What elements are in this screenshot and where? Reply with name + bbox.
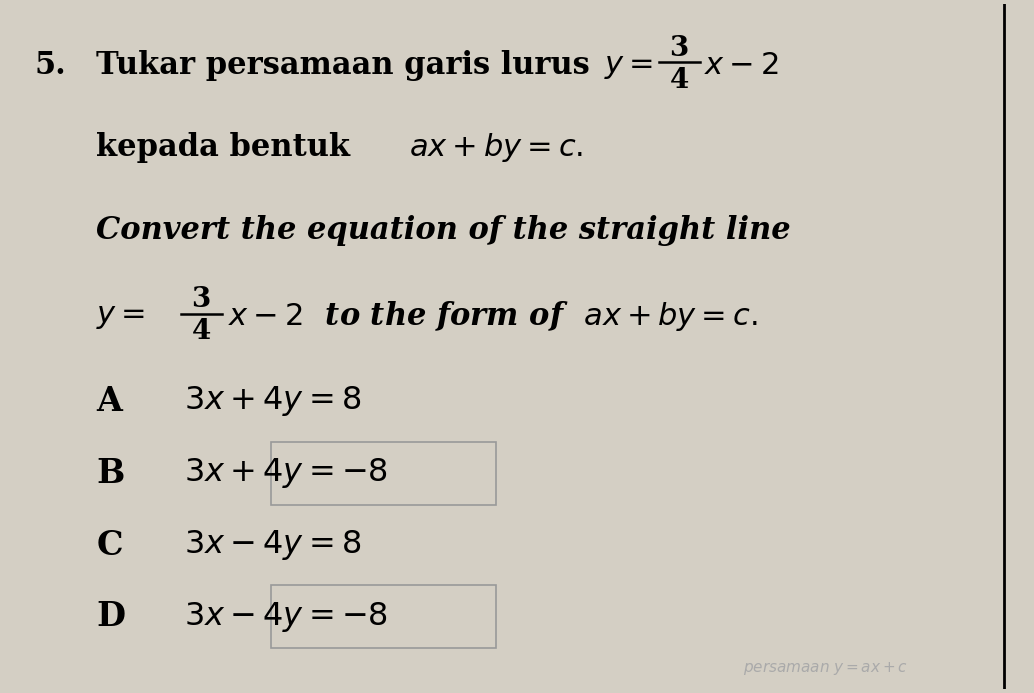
Text: $\mathit{persamaan\;y = ax + c}$: $\mathit{persamaan\;y = ax + c}$ — [742, 660, 908, 677]
Text: Convert the equation of the straight line: Convert the equation of the straight lin… — [96, 215, 791, 245]
Text: $ax + by = c.$: $ax + by = c.$ — [409, 132, 583, 164]
Text: kepada bentuk: kepada bentuk — [96, 132, 351, 164]
Text: $3x - 4y = {-8}$: $3x - 4y = {-8}$ — [184, 600, 388, 634]
Text: D: D — [96, 600, 125, 633]
Text: B: B — [96, 457, 125, 490]
Text: $x - 2$  to the form of  $ax + by = c.$: $x - 2$ to the form of $ax + by = c.$ — [227, 299, 757, 333]
Text: $y = $: $y = $ — [96, 300, 146, 331]
Text: A: A — [96, 385, 122, 418]
Text: $3x + 4y = {-8}$: $3x + 4y = {-8}$ — [184, 456, 388, 490]
Text: $y = $: $y = $ — [604, 51, 653, 81]
Text: $3x + 4y = 8$: $3x + 4y = 8$ — [184, 385, 361, 419]
Text: 3: 3 — [191, 286, 211, 313]
Text: 3: 3 — [669, 35, 689, 62]
Text: C: C — [96, 529, 123, 561]
Text: $3x - 4y = 8$: $3x - 4y = 8$ — [184, 528, 361, 562]
Text: $x - 2$: $x - 2$ — [704, 51, 779, 81]
Text: Tukar persamaan garis lurus: Tukar persamaan garis lurus — [96, 51, 590, 81]
Text: 4: 4 — [669, 67, 689, 94]
Text: 4: 4 — [191, 318, 211, 345]
Text: 5.: 5. — [35, 51, 66, 81]
